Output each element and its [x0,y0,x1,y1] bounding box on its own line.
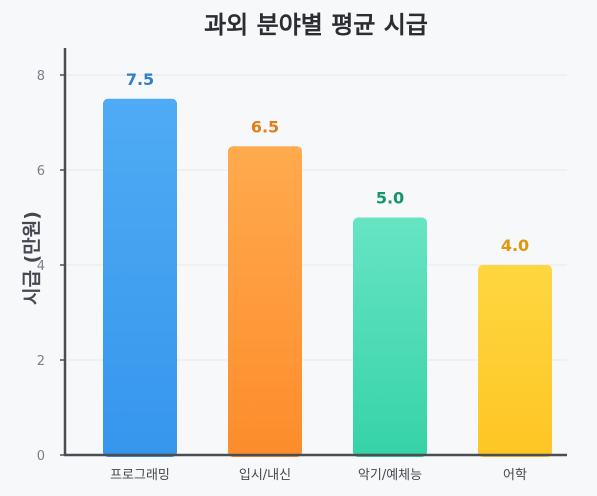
y-tick-label: 4 [37,259,45,274]
data-label: 5.0 [376,189,404,208]
bar [228,146,302,457]
bars [103,98,552,457]
chart-title: 과외 분야별 평균 시급 [204,11,428,39]
bar [353,217,427,457]
axes [63,48,567,457]
data-labels: 7.5 6.5 5.0 4.0 [126,70,529,255]
y-tick-label: 6 [37,164,45,179]
y-tick-label: 0 [37,449,45,464]
data-label: 6.5 [251,117,279,136]
x-tick-labels: 프로그래밍 입시/내신 악기/예체능 어학 [110,468,527,483]
x-tick-label: 어학 [503,468,527,483]
y-tick-label: 2 [37,354,45,369]
x-tick-label: 입시/내신 [239,468,291,483]
y-tick-labels: 0 2 4 6 8 [37,69,45,464]
x-tick-label: 악기/예체능 [358,468,422,483]
bar [478,265,552,457]
x-tick-label: 프로그래밍 [110,468,170,483]
bar [103,98,177,457]
data-label: 7.5 [126,70,154,89]
data-label: 4.0 [501,236,529,255]
y-axis-label: 시급 (만원) [21,211,43,305]
y-tick-label: 8 [37,69,45,84]
